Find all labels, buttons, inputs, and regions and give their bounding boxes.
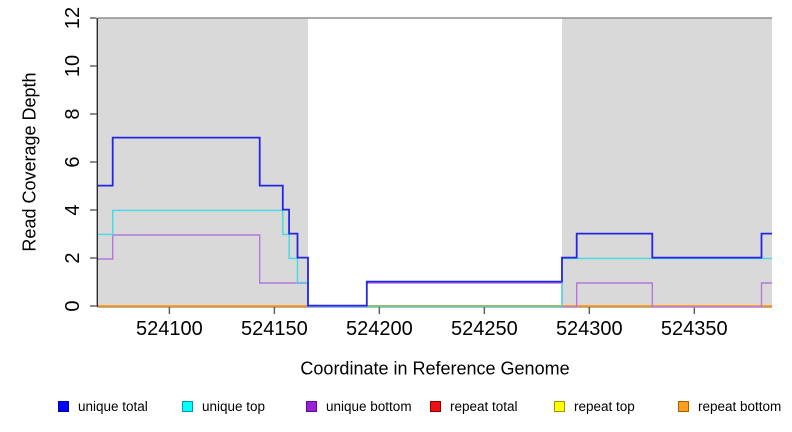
shaded-region <box>98 18 308 306</box>
x-tick-label: 524300 <box>556 318 623 340</box>
x-tick-label: 524250 <box>451 318 518 340</box>
series-line-unique-bottom <box>98 234 772 308</box>
x-axis-title: Coordinate in Reference Genome <box>300 358 570 379</box>
x-tick-label: 524100 <box>136 318 203 340</box>
y-tick-label: 6 <box>62 156 84 167</box>
x-tick-label: 524200 <box>346 318 413 340</box>
x-tick-label: 524350 <box>661 318 728 340</box>
y-tick-label: 4 <box>62 204 84 215</box>
y-tick-label: 12 <box>62 7 84 29</box>
y-tick-label: 10 <box>62 55 84 77</box>
x-tick-label: 524150 <box>241 318 308 340</box>
y-tick-label: 0 <box>62 300 84 311</box>
y-axis-title: Read Coverage Depth <box>19 72 40 252</box>
y-tick-label: 8 <box>62 108 84 119</box>
shaded-region <box>562 18 772 306</box>
y-tick-label: 2 <box>62 252 84 263</box>
series-line-unique-total <box>98 136 772 307</box>
